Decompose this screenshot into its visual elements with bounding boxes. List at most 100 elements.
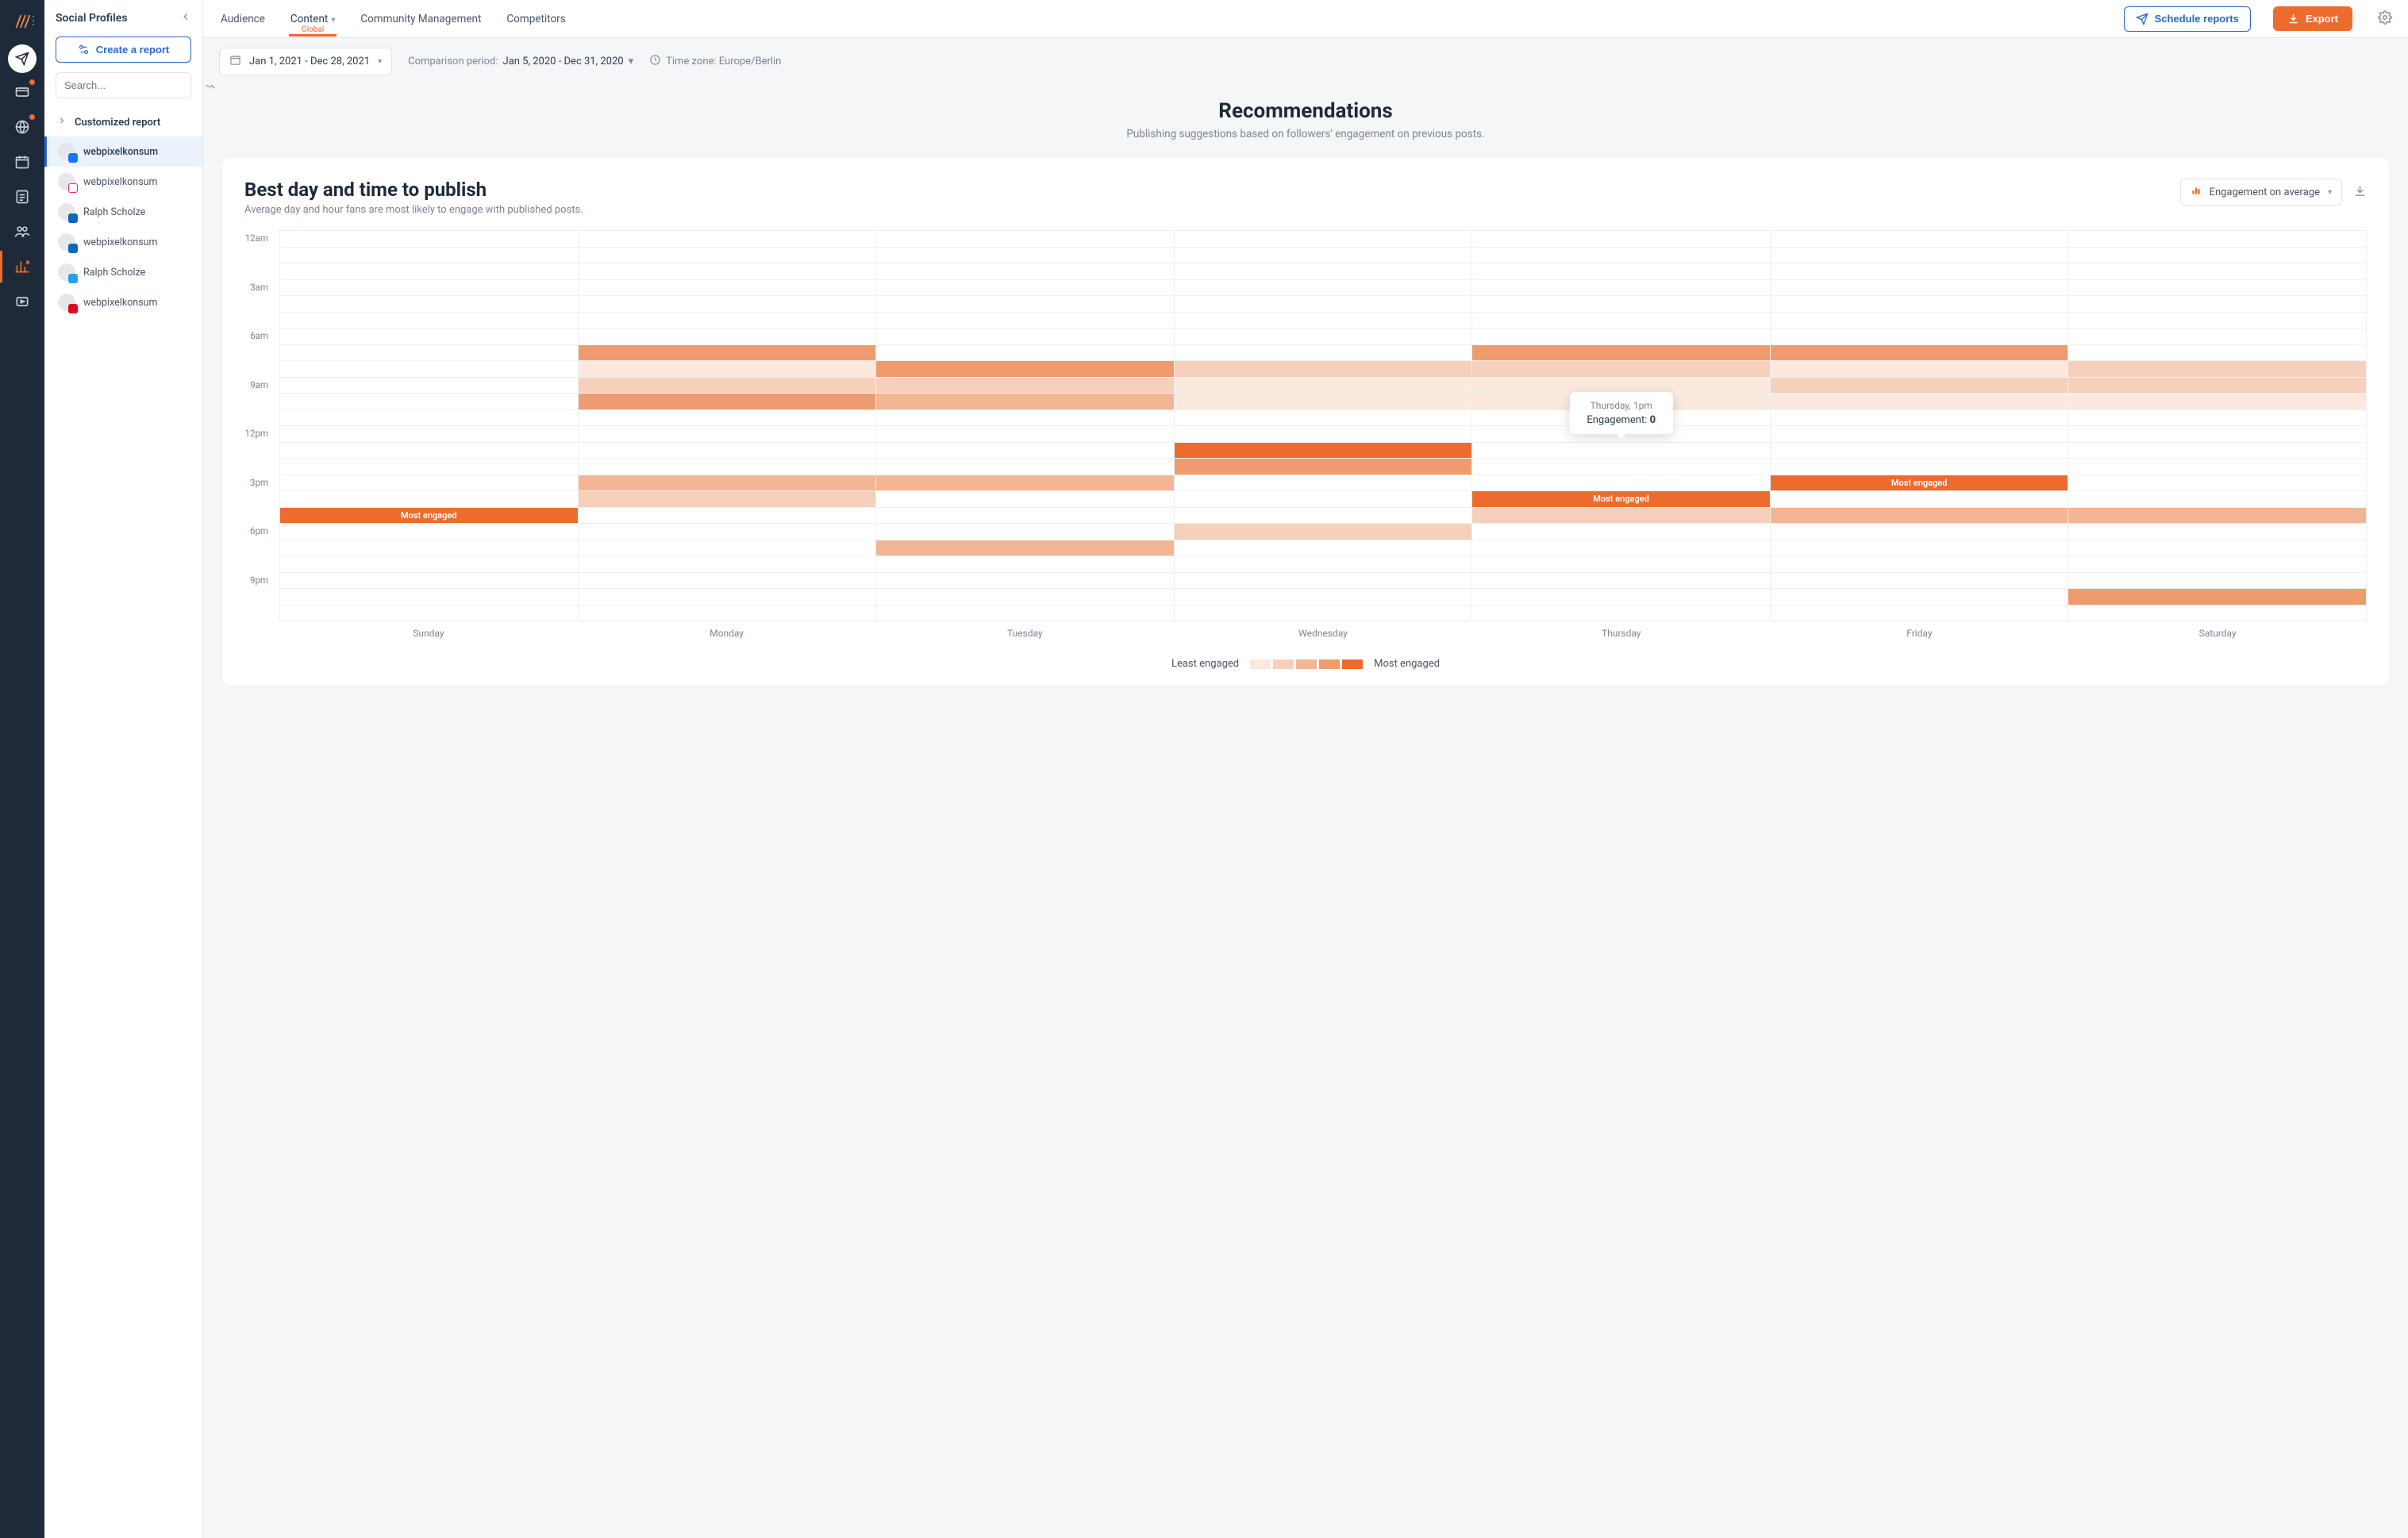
heatmap-cell[interactable] bbox=[1771, 280, 2069, 297]
heatmap-cell[interactable] bbox=[579, 589, 877, 606]
heatmap-cell[interactable] bbox=[579, 280, 877, 297]
tab-competitors[interactable]: Competitors bbox=[505, 2, 567, 36]
profile-item[interactable]: webpixelkonsum bbox=[44, 167, 202, 197]
heatmap-cell[interactable] bbox=[280, 345, 579, 362]
comparison-period[interactable]: Comparison period: Jan 5, 2020 - Dec 31,… bbox=[408, 56, 633, 67]
heatmap-cell[interactable] bbox=[280, 556, 579, 573]
app-logo[interactable] bbox=[9, 8, 36, 35]
heatmap-cell[interactable] bbox=[1771, 345, 2069, 362]
heatmap-cell[interactable] bbox=[876, 524, 1175, 540]
heatmap-cell[interactable]: Most engaged bbox=[1771, 475, 2069, 492]
heatmap-cell[interactable] bbox=[280, 410, 579, 427]
heatmap-cell[interactable] bbox=[2068, 329, 2367, 345]
heatmap-cell[interactable] bbox=[1472, 589, 1771, 606]
heatmap-cell[interactable] bbox=[1472, 475, 1771, 492]
heatmap-cell[interactable] bbox=[1472, 459, 1771, 475]
heatmap-cell[interactable] bbox=[1771, 459, 2069, 475]
dashboard-icon[interactable] bbox=[6, 76, 38, 108]
heatmap-cell[interactable] bbox=[280, 491, 579, 508]
profile-item[interactable]: Ralph Scholze bbox=[44, 257, 202, 287]
heatmap-cell[interactable] bbox=[876, 345, 1175, 362]
heatmap-cell[interactable] bbox=[1175, 475, 1473, 492]
heatmap-cell[interactable] bbox=[876, 280, 1175, 297]
heatmap-cell[interactable] bbox=[1175, 443, 1473, 459]
heatmap-cell[interactable] bbox=[280, 540, 579, 557]
profile-item[interactable]: webpixelkonsum bbox=[44, 227, 202, 257]
heatmap-cell[interactable] bbox=[1175, 573, 1473, 590]
tab-audience[interactable]: Audience bbox=[219, 2, 267, 36]
heatmap-cell[interactable] bbox=[2068, 524, 2367, 540]
heatmap-cell[interactable] bbox=[876, 540, 1175, 557]
heatmap-cell[interactable] bbox=[1771, 589, 2069, 606]
heatmap-cell[interactable] bbox=[1771, 573, 2069, 590]
heatmap-cell[interactable] bbox=[2068, 589, 2367, 606]
heatmap-cell[interactable] bbox=[280, 361, 579, 378]
heatmap-cell[interactable] bbox=[1771, 410, 2069, 427]
heatmap-cell[interactable] bbox=[2068, 426, 2367, 443]
heatmap-cell[interactable] bbox=[876, 508, 1175, 525]
heatmap-cell[interactable] bbox=[280, 426, 579, 443]
heatmap-cell[interactable] bbox=[876, 231, 1175, 248]
heatmap-cell[interactable] bbox=[2068, 378, 2367, 394]
heatmap-cell[interactable] bbox=[1175, 524, 1473, 540]
heatmap-cell[interactable] bbox=[1771, 524, 2069, 540]
heatmap-cell[interactable] bbox=[280, 573, 579, 590]
heatmap-cell[interactable] bbox=[579, 248, 877, 264]
heatmap-cell[interactable] bbox=[1175, 361, 1473, 378]
heatmap-cell[interactable] bbox=[876, 573, 1175, 590]
analytics-icon[interactable] bbox=[6, 251, 38, 283]
heatmap-cell[interactable] bbox=[280, 459, 579, 475]
heatmap-cell[interactable] bbox=[2068, 491, 2367, 508]
heatmap-cell[interactable] bbox=[579, 524, 877, 540]
tab-community-management[interactable]: Community Management bbox=[359, 2, 483, 36]
heatmap-cell[interactable] bbox=[2068, 361, 2367, 378]
heatmap-cell[interactable] bbox=[1771, 491, 2069, 508]
heatmap-cell[interactable] bbox=[280, 475, 579, 492]
heatmap-cell[interactable] bbox=[876, 491, 1175, 508]
publish-icon[interactable] bbox=[8, 44, 37, 73]
heatmap-cell[interactable] bbox=[2068, 263, 2367, 280]
heatmap-cell[interactable] bbox=[1175, 459, 1473, 475]
heatmap-cell[interactable] bbox=[2068, 296, 2367, 313]
heatmap-cell[interactable] bbox=[579, 296, 877, 313]
heatmap-cell[interactable] bbox=[579, 426, 877, 443]
heatmap-cell[interactable] bbox=[579, 263, 877, 280]
heatmap-cell[interactable] bbox=[1175, 410, 1473, 427]
heatmap-cell[interactable] bbox=[1771, 443, 2069, 459]
heatmap-cell[interactable] bbox=[876, 378, 1175, 394]
heatmap-cell[interactable] bbox=[1771, 296, 2069, 313]
heatmap-cell[interactable] bbox=[1175, 556, 1473, 573]
heatmap-cell[interactable] bbox=[1771, 426, 2069, 443]
search-input-wrap[interactable] bbox=[56, 72, 191, 98]
heatmap-cell[interactable] bbox=[1771, 248, 2069, 264]
heatmap-cell[interactable] bbox=[1472, 606, 1771, 622]
heatmap-cell[interactable] bbox=[1175, 508, 1473, 525]
heatmap-cell[interactable] bbox=[876, 589, 1175, 606]
heatmap-cell[interactable] bbox=[1472, 573, 1771, 590]
heatmap-cell[interactable] bbox=[876, 248, 1175, 264]
date-range-picker[interactable]: Jan 1, 2021 - Dec 28, 2021 ▾ bbox=[219, 48, 392, 75]
heatmap-cell[interactable] bbox=[1472, 378, 1771, 394]
heatmap-cell[interactable] bbox=[579, 556, 877, 573]
heatmap-cell[interactable] bbox=[1175, 231, 1473, 248]
schedule-reports-button[interactable]: Schedule reports bbox=[2124, 6, 2251, 32]
heatmap-cell[interactable] bbox=[2068, 606, 2367, 622]
heatmap-cell[interactable] bbox=[579, 573, 877, 590]
heatmap-cell[interactable] bbox=[876, 329, 1175, 345]
heatmap-cell[interactable] bbox=[1175, 589, 1473, 606]
heatmap-cell[interactable] bbox=[280, 296, 579, 313]
heatmap-cell[interactable] bbox=[579, 508, 877, 525]
heatmap-cell[interactable] bbox=[1175, 606, 1473, 622]
heatmap-cell[interactable] bbox=[1472, 231, 1771, 248]
metric-dropdown[interactable]: Engagement on average ▾ bbox=[2180, 179, 2342, 206]
heatmap-cell[interactable] bbox=[579, 459, 877, 475]
heatmap-cell[interactable] bbox=[1175, 540, 1473, 557]
heatmap-cell[interactable] bbox=[579, 329, 877, 345]
listening-icon[interactable] bbox=[6, 111, 38, 143]
heatmap-cell[interactable] bbox=[280, 378, 579, 394]
heatmap-cell[interactable] bbox=[280, 280, 579, 297]
profile-item[interactable]: webpixelkonsum bbox=[44, 136, 202, 167]
heatmap-cell[interactable] bbox=[280, 313, 579, 329]
heatmap-cell[interactable] bbox=[1175, 378, 1473, 394]
heatmap-cell[interactable] bbox=[1472, 248, 1771, 264]
